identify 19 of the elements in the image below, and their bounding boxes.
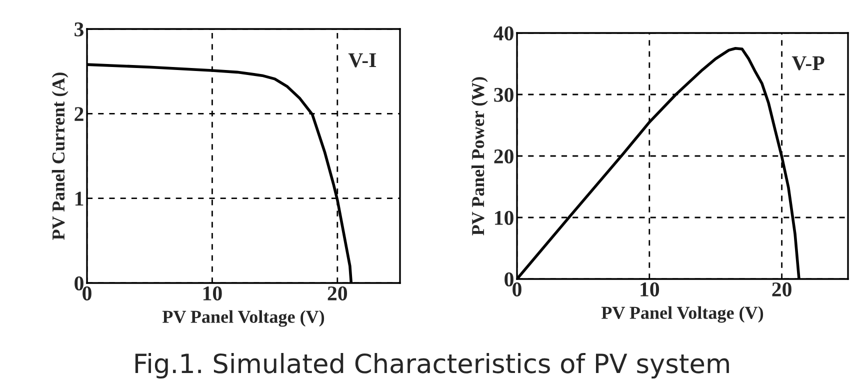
x-tick-label: 20 — [328, 286, 348, 300]
x-axis-title: PV Panel Voltage (V) — [601, 306, 764, 323]
y-tick-label: 0 — [504, 272, 514, 286]
x-tick-label: 20 — [772, 282, 792, 296]
y-tick-label: 10 — [495, 210, 514, 225]
caption: Fig.1. Simulated Characteristics of PV system — [135, 352, 729, 379]
y-tick-label: 20 — [494, 149, 514, 164]
y-axis-title: PV Panel Current (A) — [52, 72, 68, 240]
y-tick-label: 3 — [74, 22, 84, 36]
y-tick-label: 40 — [494, 26, 514, 40]
x-axis-title: PV Panel Voltage (V) — [162, 310, 324, 327]
x-tick-label: 10 — [640, 282, 660, 296]
y-axis-title: PV Panel Power (W) — [471, 77, 488, 236]
annotation: V-I — [348, 53, 376, 68]
y-tick-label: 2 — [74, 107, 84, 121]
y-tick-label: 1 — [75, 192, 84, 206]
x-tick-label: 10 — [203, 286, 222, 300]
y-tick-label: 30 — [494, 88, 514, 102]
annotation: V-P — [792, 56, 824, 70]
